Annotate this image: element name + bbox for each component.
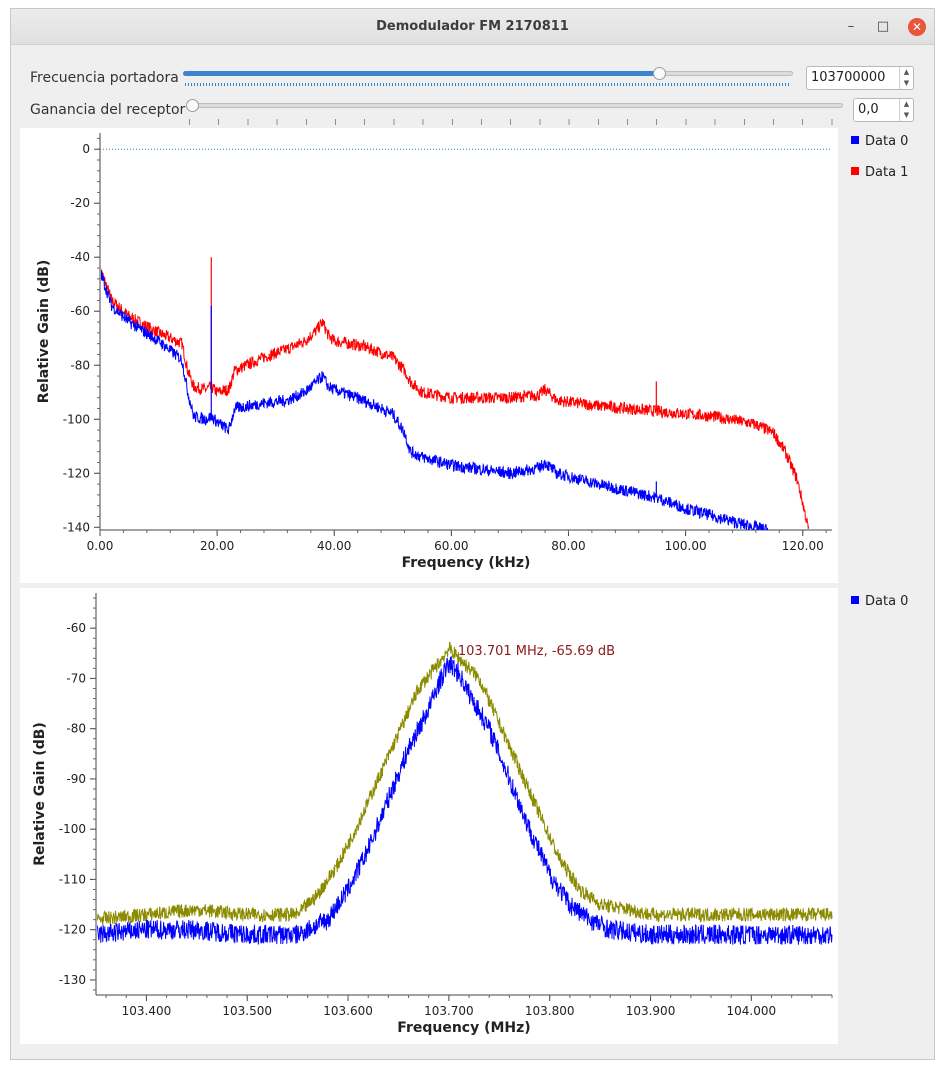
receiver-gain-slider[interactable] [187,103,843,108]
receiver-gain-slider-handle[interactable] [186,99,199,112]
x-tick-label: 100.00 [665,539,707,553]
x-tick-label: 103.900 [626,1004,676,1018]
close-button[interactable]: ✕ [908,18,926,36]
y-tick-label: -60 [66,621,86,635]
receiver-gain-label: Ganancia del receptor [30,102,186,118]
legend-data-0[interactable]: Data 0 [851,134,908,149]
x-axis-label: Frequency (MHz) [397,1020,530,1036]
spin-up-icon[interactable]: ▲ [903,68,910,76]
legend-data-1[interactable]: Data 1 [851,165,908,180]
y-tick-label: -120 [59,923,86,937]
y-tick-label: -100 [63,412,90,426]
y-tick-label: -120 [63,466,90,480]
y-axis-label: Relative Gain (dB) [36,260,52,404]
rf-spectrum-svg: -60 -70 -80 -90 -100 -110 -120 -130 103.400 103.5… [32,593,833,1036]
carrier-frequency-label: Frecuencia portadora [30,70,179,86]
receiver-gain-stepper[interactable]: ▲ ▼ [899,99,913,121]
x-tick-label: 103.400 [122,1004,172,1018]
x-axis-label: Frequency (kHz) [402,555,531,571]
carrier-frequency-spinbox[interactable]: 103700000 ▲ ▼ [806,66,914,90]
x-tick-label: 103.600 [323,1004,373,1018]
carrier-frequency-value: 103700000 [811,70,886,85]
carrier-frequency-ticks [185,83,790,86]
series-line-data-0 [97,656,833,945]
baseband-spectrum-svg: 0 -20 -40 -60 -80 -100 -120 -140 0.00 20.00 40.00 6… [36,133,832,571]
y-tick-label: -140 [63,520,90,534]
spin-up-icon[interactable]: ▲ [903,100,910,108]
y-axis-label: Relative Gain (dB) [32,722,48,866]
legend-swatch-data-1 [851,167,859,175]
rf-spectrum-plot[interactable]: -60 -70 -80 -90 -100 -110 -120 -130 103.400 103.5… [20,588,838,1044]
spin-down-icon[interactable]: ▼ [903,111,910,119]
receiver-gain-value: 0,0 [858,102,879,117]
carrier-frequency-slider-handle[interactable] [652,67,666,80]
x-tick-label: 20.00 [200,539,234,553]
y-tick-label: 0 [82,142,90,156]
x-tick-label: 104.000 [727,1004,777,1018]
legend-label-rf-data-0: Data 0 [865,594,909,609]
x-tick-label: 0.00 [87,539,114,553]
window-title: Demodulador FM 2170811 [376,19,569,34]
y-tick-label: -60 [70,304,90,318]
legend-swatch-rf-data-0 [851,596,859,604]
y-tick-label: -100 [59,822,86,836]
x-tick-label: 60.00 [434,539,468,553]
y-tick-label: -40 [70,250,90,264]
baseband-spectrum-plot[interactable]: 0 -20 -40 -60 -80 -100 -120 -140 0.00 20.00 40.00 6… [20,128,838,583]
legend-swatch-data-0 [851,136,859,144]
series-line-data-1 [101,266,810,529]
max-hold-line [97,641,833,926]
series-line-data-0 [101,270,769,530]
minimize-button[interactable]: – [847,19,855,34]
x-tick-label: 120.00 [782,539,824,553]
x-tick-label: 103.800 [525,1004,575,1018]
x-tick-label: 103.500 [222,1004,272,1018]
x-tick-label: 103.700 [424,1004,474,1018]
legend-rf-data-0[interactable]: Data 0 [851,594,908,609]
maximize-button[interactable]: □ [876,19,890,34]
receiver-gain-spinbox[interactable]: 0,0 ▲ ▼ [853,98,914,122]
y-tick-label: -110 [59,872,86,886]
carrier-frequency-stepper[interactable]: ▲ ▼ [899,67,913,89]
spin-down-icon[interactable]: ▼ [903,79,910,87]
legend-label-data-1: Data 1 [865,165,909,180]
y-tick-label: -130 [59,973,86,987]
y-tick-label: -70 [66,671,86,685]
legend-label-data-0: Data 0 [865,134,909,149]
receiver-gain-ticks [189,119,844,125]
y-tick-label: -90 [66,772,86,786]
peak-marker-label: 103.701 MHz, -65.69 dB [458,644,615,659]
y-tick-label: -80 [66,722,86,736]
y-tick-label: -20 [70,196,90,210]
title-bar: Demodulador FM 2170811 – □ ✕ [11,9,934,45]
carrier-frequency-slider-fill [183,71,659,76]
x-tick-label: 80.00 [551,539,585,553]
x-tick-label: 40.00 [317,539,351,553]
y-tick-label: -80 [70,358,90,372]
